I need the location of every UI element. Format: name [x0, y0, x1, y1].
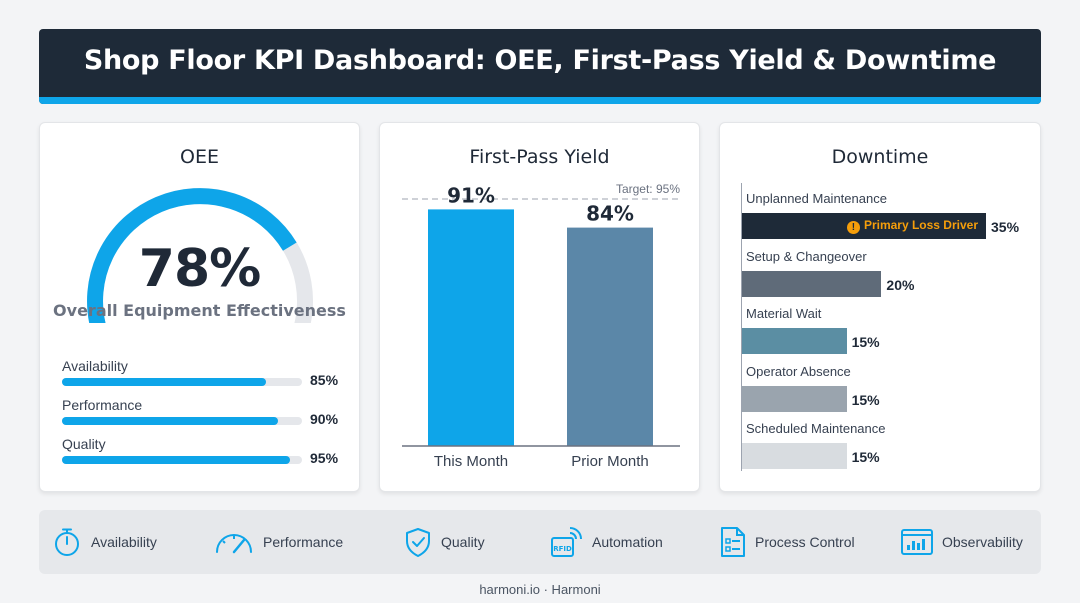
- fpy-bar: [567, 227, 653, 446]
- capability-performance: Performance: [213, 526, 343, 558]
- warning-icon: !: [846, 221, 860, 234]
- dashboard-header: Shop Floor KPI Dashboard: OEE, First-Pas…: [39, 29, 1041, 104]
- downtime-title: Downtime: [831, 146, 929, 168]
- capability-strip: Availability Performance Quality RFID Au…: [39, 510, 1041, 574]
- capability-label: Availability: [91, 534, 157, 550]
- downtime-bar: [742, 443, 847, 469]
- metric-value: 95%: [310, 450, 339, 466]
- document-checklist-icon: [721, 527, 745, 557]
- metric-track: [62, 378, 302, 386]
- fpy-title: First-Pass Yield: [469, 146, 610, 168]
- svg-text:RFID: RFID: [553, 545, 572, 553]
- fpy-value-label: 84%: [586, 202, 634, 226]
- metric-track: [62, 417, 302, 425]
- metric-performance: Performance 90%: [62, 397, 342, 433]
- capability-label: Observability: [942, 534, 1023, 550]
- downtime-row: Scheduled Maintenance 15%: [742, 421, 1032, 471]
- downtime-bar: [742, 385, 847, 412]
- primary-loss-callout: ! Primary Loss Driver: [846, 218, 978, 234]
- header-accent-stripe: [39, 97, 1041, 104]
- downtime-category-label: Scheduled Maintenance: [746, 421, 886, 436]
- metric-track: [62, 456, 302, 464]
- downtime-value-label: 15%: [851, 391, 880, 408]
- fpy-category-label: Prior Month: [571, 453, 649, 470]
- metric-label: Quality: [62, 436, 106, 452]
- downtime-category-label: Material Wait: [746, 306, 822, 321]
- capability-label: Performance: [263, 534, 344, 550]
- downtime-bar: [742, 328, 847, 354]
- page-title: Shop Floor KPI Dashboard: OEE, First-Pas…: [83, 45, 997, 76]
- metric-fill: [62, 378, 266, 386]
- capability-process-control: Process Control: [719, 526, 855, 558]
- metric-quality: Quality 95%: [62, 436, 342, 472]
- capability-availability: Availability: [51, 526, 157, 558]
- fpy-value-label: 91%: [447, 183, 495, 207]
- capability-observability: Observability: [900, 526, 1023, 558]
- downtime-value-label: 20%: [886, 276, 915, 293]
- downtime-value-label: 15%: [851, 449, 880, 465]
- metric-label: Performance: [62, 397, 143, 413]
- capability-quality: Quality: [403, 526, 485, 558]
- gauge-fill: [87, 188, 297, 323]
- metric-availability: Availability 85%: [62, 358, 342, 394]
- capability-automation: RFID Automation: [550, 526, 663, 558]
- oee-gauge: [87, 187, 313, 323]
- downtime-card: Downtime Unplanned Maintenance! Primary L…: [719, 122, 1041, 492]
- callout-text: Primary Loss Driver: [863, 218, 978, 232]
- metric-fill: [62, 456, 290, 464]
- downtime-axis: [741, 183, 742, 471]
- downtime-category-label: Unplanned Maintenance: [746, 191, 887, 206]
- downtime-row: Setup & Changeover 20%: [742, 249, 1032, 299]
- stopwatch-icon: [55, 528, 79, 556]
- footer-credit: harmoni.io · Harmoni: [479, 582, 601, 597]
- downtime-row: Unplanned Maintenance! Primary Loss Drive…: [742, 191, 1032, 241]
- oee-card: OEE 78% Overall Equipment Effectiveness …: [39, 122, 360, 492]
- speedometer-icon: [216, 534, 252, 554]
- fpy-bar-chart: Target: 95% 91% This Month 84% Prior Month: [402, 182, 680, 470]
- shield-check-icon: [406, 528, 430, 557]
- oee-value: 78%: [138, 239, 261, 299]
- downtime-value-label: 35%: [991, 219, 1020, 235]
- downtime-row: Operator Absence 15%: [742, 364, 1032, 414]
- target-label: Target: 95%: [616, 182, 680, 196]
- fpy-category-label: This Month: [434, 453, 508, 470]
- downtime-category-label: Setup & Changeover: [746, 248, 867, 264]
- fpy-bar: [428, 209, 514, 446]
- downtime-bar: [742, 270, 882, 297]
- oee-title: OEE: [180, 146, 219, 168]
- metric-label: Availability: [62, 358, 128, 374]
- downtime-category-label: Operator Absence: [746, 363, 851, 379]
- capability-label: Quality: [441, 534, 485, 550]
- capability-label: Process Control: [755, 534, 855, 550]
- metric-value: 90%: [310, 411, 339, 427]
- oee-label: Overall Equipment Effectiveness: [53, 301, 346, 320]
- metric-value: 85%: [310, 372, 339, 388]
- capability-label: Automation: [592, 534, 663, 550]
- metric-fill: [62, 417, 278, 425]
- downtime-bar: ! Primary Loss Driver: [742, 213, 986, 239]
- monitor-chart-icon: [901, 529, 933, 555]
- fpy-card: First-Pass Yield Target: 95% 91% This Mont…: [379, 122, 700, 492]
- rfid-icon: RFID: [551, 527, 582, 557]
- downtime-value-label: 15%: [851, 334, 880, 350]
- downtime-row: Material Wait 15%: [742, 306, 1032, 356]
